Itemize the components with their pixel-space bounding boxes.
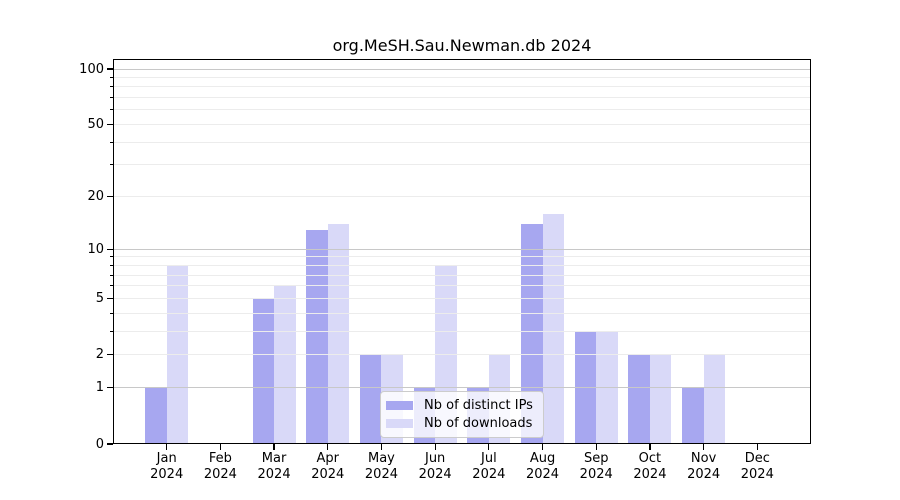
gridline-minor-7 [113,274,811,276]
y-minor-tick-mark-8 [109,264,113,266]
gridline-minor-3 [113,330,811,332]
y-minor-tick-mark-40 [109,141,113,143]
y-minor-tick-mark-70 [109,97,113,99]
gridline-minor-5 [113,297,811,299]
y-tick-mark-0 [106,443,113,445]
bar-nb-of-distinct-ips-mar [252,298,275,444]
y-tick-mark-100 [106,68,113,70]
x-tick-label-may: May 2024 [364,451,398,482]
gridline-minor-4 [113,312,811,314]
x-tick-mark-sep [595,444,597,450]
legend: Nb of distinct IPs Nb of downloads [380,391,544,438]
y-tick-label-20: 20 [87,189,104,205]
bar-nb-of-downloads-jan [166,265,189,444]
gridline-minor-60 [113,109,811,111]
x-tick-mark-feb [219,444,221,450]
x-tick-mark-oct [649,444,651,450]
y-minor-tick-mark-9 [109,256,113,258]
x-tick-label-nov: Nov 2024 [687,451,721,482]
x-tick-label-sep: Sep 2024 [579,451,613,482]
y-minor-tick-mark-80 [109,86,113,88]
y-tick-label-2: 2 [95,347,104,363]
x-tick-label-apr: Apr 2024 [311,451,345,482]
y-tick-mark-1 [106,387,113,389]
y-tick-label-0: 0 [95,436,104,452]
x-tick-label-mar: Mar 2024 [257,451,291,482]
y-tick-mark-20 [106,196,113,198]
gridline-minor-90 [113,76,811,78]
legend-label-downloads: Nb of downloads [424,416,533,431]
bar-nb-of-downloads-nov [703,354,726,444]
legend-item-downloads: Nb of downloads [386,415,537,432]
x-tick-label-jul: Jul 2024 [472,451,506,482]
y-minor-tick-mark-90 [109,76,113,78]
x-tick-label-aug: Aug 2024 [525,451,560,482]
gridline-major-100 [113,68,811,70]
bar-nb-of-downloads-oct [649,354,672,444]
bar-nb-of-distinct-ips-jan [145,387,167,444]
x-tick-label-jan: Jan 2024 [150,451,184,482]
x-tick-label-feb: Feb 2024 [203,451,237,482]
y-tick-mark-5 [106,297,113,299]
bar-nb-of-downloads-mar [274,285,296,444]
legend-item-distinct-ips: Nb of distinct IPs [386,397,537,414]
y-minor-tick-mark-4 [109,312,113,314]
y-tick-label-10: 10 [87,241,104,257]
x-tick-mark-jan [166,444,168,450]
y-minor-tick-mark-7 [109,274,113,276]
bar-nb-of-distinct-ips-may [359,354,382,444]
y-tick-mark-50 [106,123,113,126]
legend-swatch-downloads-icon [386,419,413,428]
y-minor-tick-mark-3 [109,330,113,332]
y-tick-label-50: 50 [87,117,104,133]
bar-nb-of-distinct-ips-nov [682,387,704,444]
x-tick-label-oct: Oct 2024 [633,451,667,482]
x-tick-mark-jul [488,444,490,450]
gridline-minor-6 [113,285,811,287]
gridline-minor-70 [113,97,811,99]
gridline-minor-9 [113,256,811,258]
x-tick-mark-may [380,444,383,450]
bar-nb-of-distinct-ips-apr [306,229,328,444]
bar-nb-of-distinct-ips-sep [574,331,597,444]
y-minor-tick-mark-30 [109,164,113,166]
y-tick-label-5: 5 [95,290,104,306]
gridline-minor-80 [113,86,811,88]
chart-title: org.MeSH.Sau.Newman.db 2024 [332,36,592,55]
gridline-minor-30 [113,164,811,166]
gridline-minor-40 [113,141,811,143]
y-tick-label-1: 1 [95,380,104,396]
y-tick-label-100: 100 [79,61,104,77]
gridline-major-10 [113,248,811,250]
gridline-minor-8 [113,264,811,266]
gridline-minor-50 [113,124,811,126]
bar-nb-of-distinct-ips-oct [628,354,650,444]
legend-swatch-distinct-ips-icon [386,401,413,410]
gridline-minor-20 [113,196,811,198]
x-tick-mark-mar [273,444,275,450]
legend-label-distinct-ips: Nb of distinct IPs [424,398,533,413]
bar-nb-of-downloads-sep [596,331,618,444]
y-minor-tick-mark-60 [109,109,113,111]
x-tick-label-jun: Jun 2024 [418,451,452,482]
x-tick-mark-jun [434,444,436,450]
bar-nb-of-distinct-ips-aug [521,223,543,444]
x-tick-mark-aug [541,444,544,450]
bar-nb-of-downloads-apr [327,223,350,444]
x-tick-mark-nov [703,444,705,450]
x-tick-label-dec: Dec 2024 [740,451,774,482]
y-tick-mark-10 [106,248,113,250]
y-tick-mark-2 [106,354,113,356]
x-tick-mark-dec [756,444,758,450]
x-tick-mark-apr [327,444,329,450]
y-minor-tick-mark-6 [109,285,113,287]
bar-nb-of-downloads-aug [542,213,565,444]
